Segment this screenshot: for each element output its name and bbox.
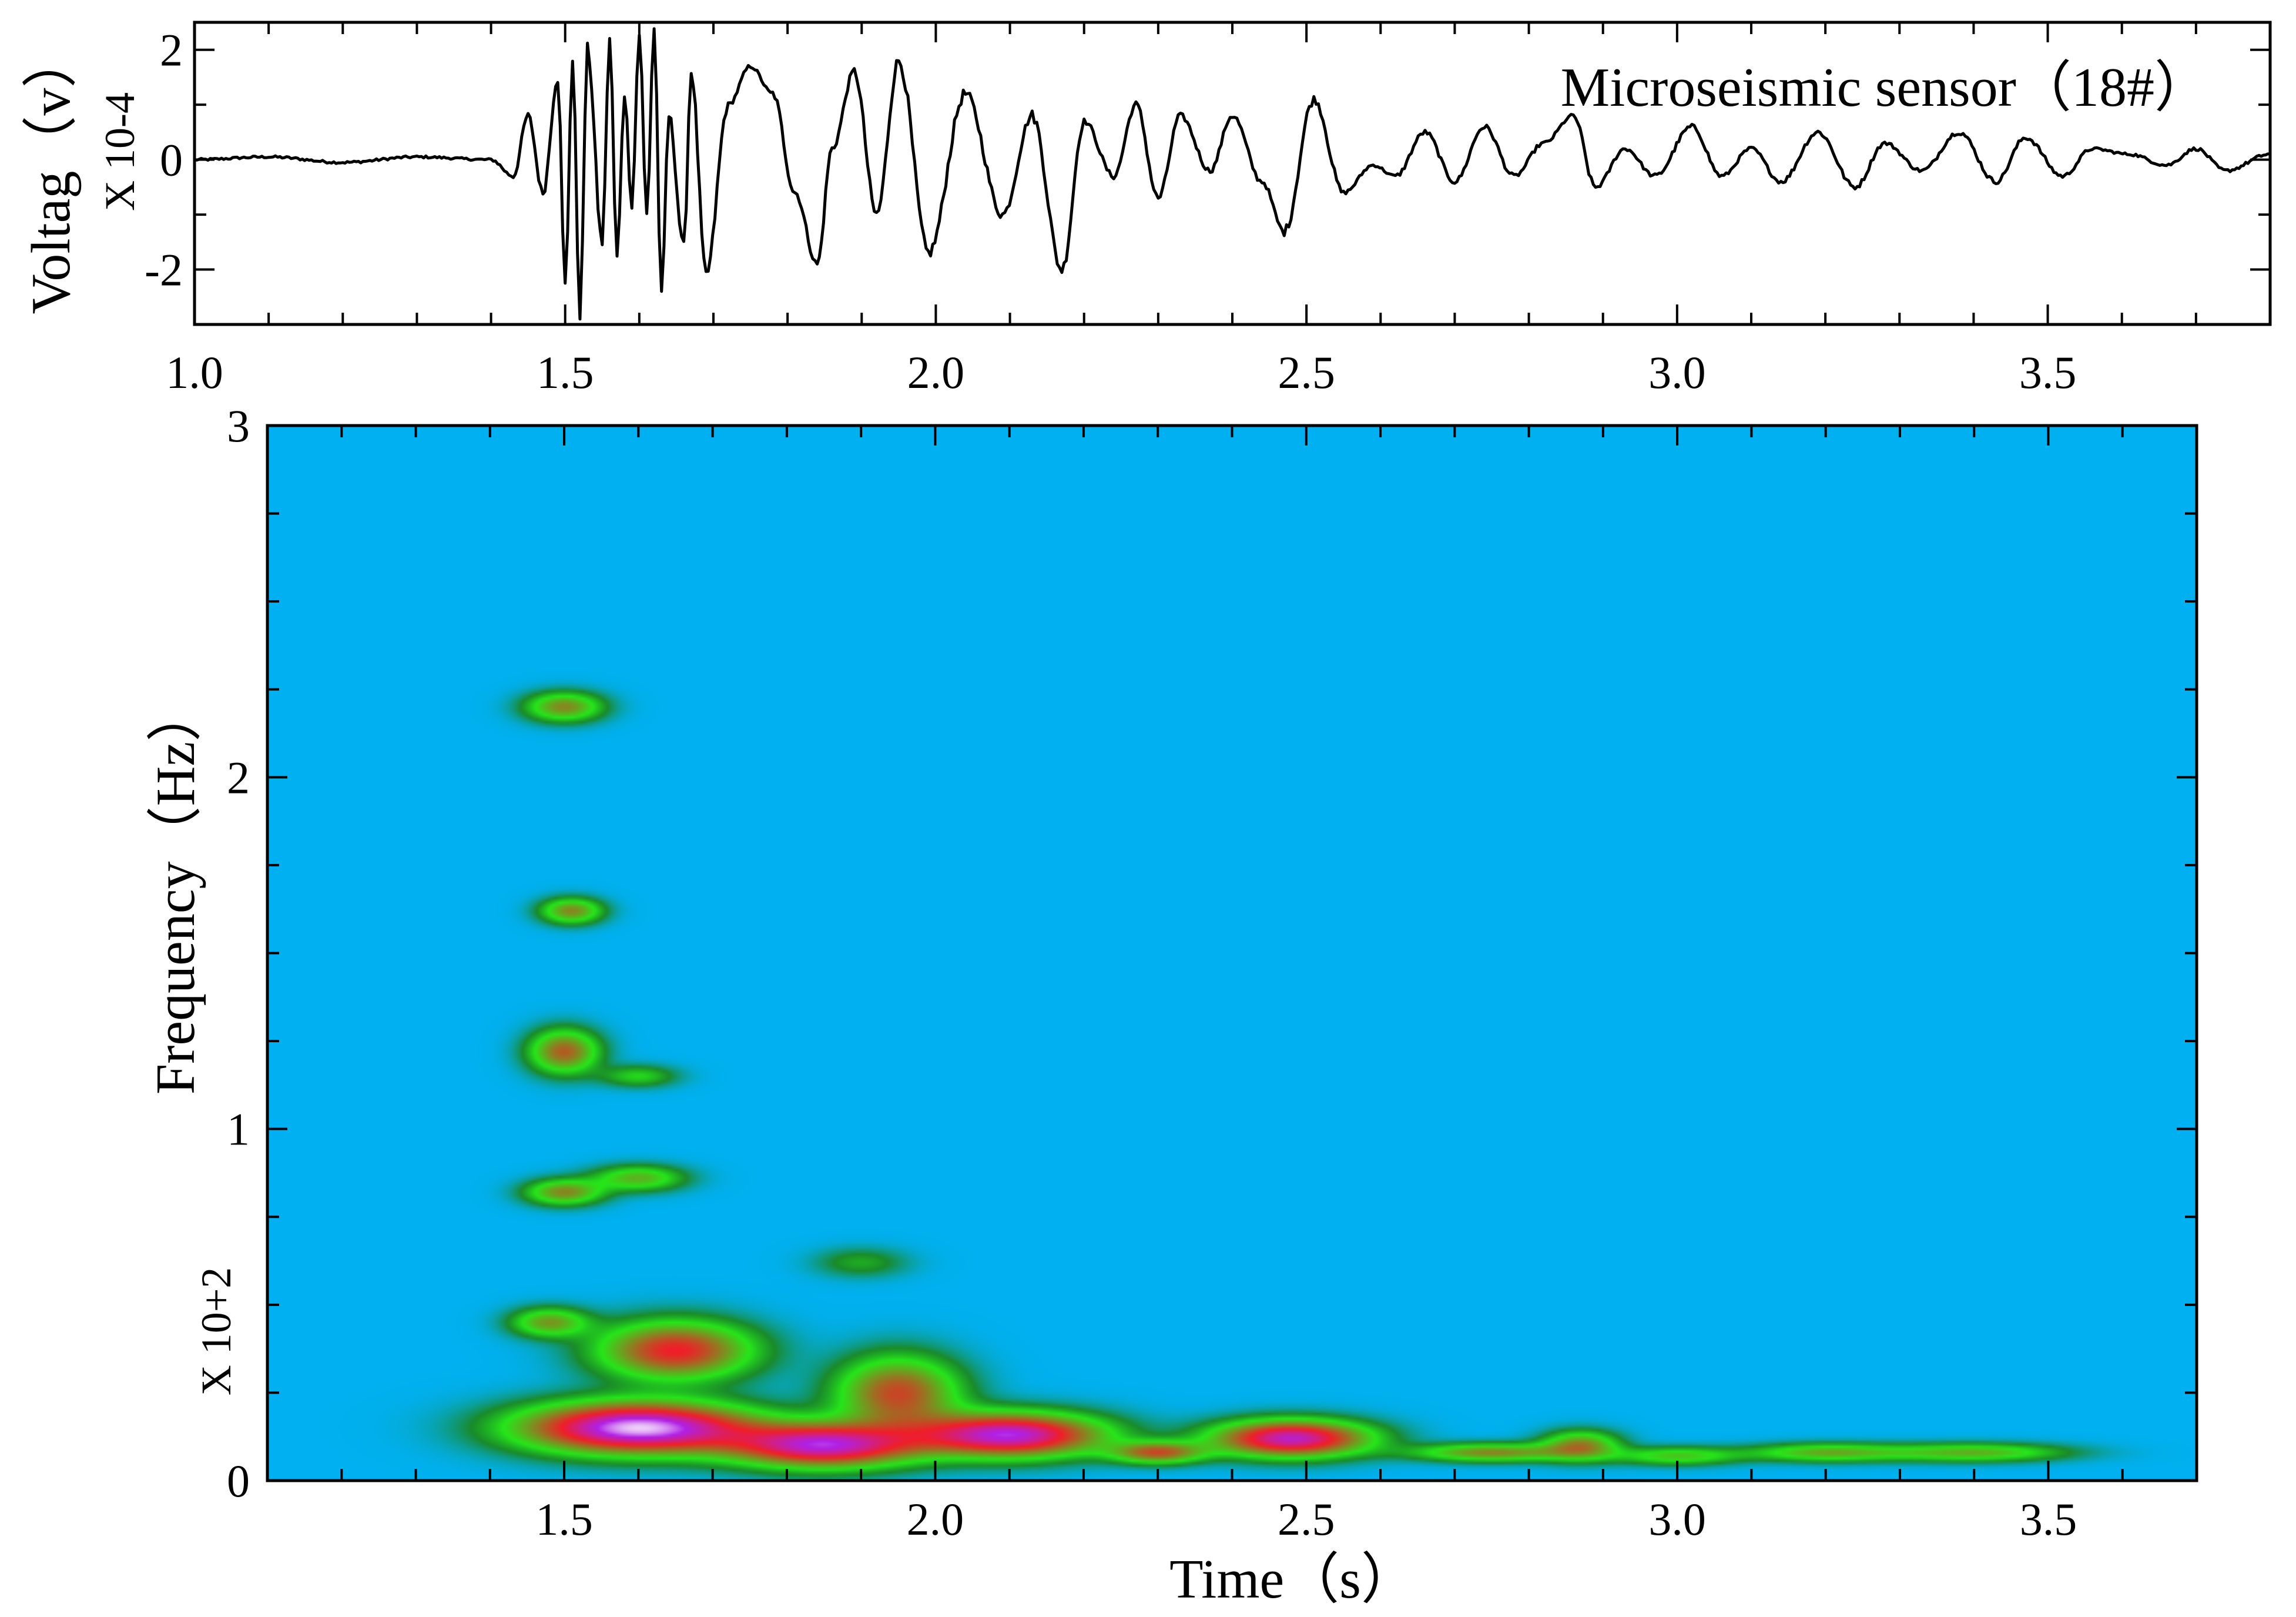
spectrogram-panel: 1.5 2.0 2.5 3.0 3.5 0 1 2 3 Time（s） Frequency（H… xyxy=(145,400,2198,1610)
waveform-x-tick-label: 2.5 xyxy=(1278,347,1335,398)
spectrogram-x-tick-labels: 1.5 2.0 2.5 3.0 3.5 xyxy=(535,1494,2077,1545)
spectrogram-x-tick-label: 2.5 xyxy=(1278,1494,1335,1545)
spectrogram-x-tick-label: 3.5 xyxy=(2020,1494,2077,1545)
spectrogram-y-tick-labels: 0 1 2 3 xyxy=(227,400,250,1506)
waveform-plot-frame xyxy=(193,21,2272,326)
waveform-x-tick-label: 2.0 xyxy=(907,347,965,398)
spectrogram-ticks xyxy=(266,424,2198,1482)
waveform-y-axis-title: Voltag（v） xyxy=(21,33,82,314)
spectrogram-y-tick-label: 1 xyxy=(227,1104,250,1155)
spectrogram-x-tick-label: 2.0 xyxy=(907,1494,964,1545)
waveform-x-tick-label: 3.5 xyxy=(2019,347,2077,398)
waveform-y-multiplier: X 10-4 xyxy=(96,92,143,211)
spectrogram-x-tick-label: 1.5 xyxy=(535,1494,593,1545)
spectrogram-y-tick-label: 2 xyxy=(227,752,250,803)
waveform-y-tick-label: 0 xyxy=(160,135,183,186)
waveform-x-tick-label: 1.5 xyxy=(537,347,594,398)
waveform-x-tick-label: 3.0 xyxy=(1648,347,1706,398)
spectrogram-heatmap xyxy=(267,426,2197,1481)
waveform-y-tick-labels: -2 0 2 xyxy=(145,25,183,296)
waveform-ticks xyxy=(193,22,2271,326)
spectrogram-x-axis-title: Time（s） xyxy=(1169,1549,1416,1610)
spectrogram-y-tick-label: 3 xyxy=(227,400,250,451)
waveform-series-line xyxy=(194,27,2271,321)
waveform-y-tick-label: 2 xyxy=(160,25,183,76)
waveform-panel: 1.0 1.5 2.0 2.5 3.0 3.5 -2 0 2 Microseismic sen… xyxy=(21,21,2272,398)
waveform-x-tick-label: 1.0 xyxy=(166,347,223,398)
spectrogram-x-tick-label: 3.0 xyxy=(1648,1494,1706,1545)
sensor-label: Microseismic sensor（18#） xyxy=(1561,57,2210,118)
spectrogram-y-multiplier: X 10+2 xyxy=(193,1267,240,1396)
spectrogram-y-tick-label: 0 xyxy=(227,1455,250,1506)
spectrogram-y-axis-title: Frequency（Hz） xyxy=(145,687,206,1094)
waveform-x-tick-labels: 1.0 1.5 2.0 2.5 3.0 3.5 xyxy=(166,347,2076,398)
waveform-y-tick-label: -2 xyxy=(145,245,183,296)
